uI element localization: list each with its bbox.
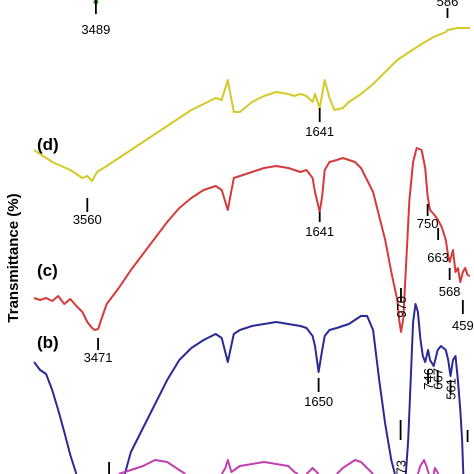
y-axis-label: Transmittance (%) bbox=[5, 193, 22, 322]
spectrum-b-cont bbox=[123, 315, 396, 474]
peak-label: 667 bbox=[431, 368, 446, 390]
peak-label: 459 bbox=[452, 318, 474, 333]
spectrum-b-cont-2 bbox=[404, 303, 465, 474]
curve-label: (b) bbox=[37, 333, 59, 352]
peak-label: 561 bbox=[444, 378, 459, 400]
peak-label: 586 bbox=[437, 0, 459, 9]
peak-label: 3471 bbox=[84, 350, 113, 365]
spectrum-d bbox=[33, 27, 470, 182]
spectrum-a bbox=[118, 459, 186, 474]
peak-label: 970 bbox=[394, 296, 409, 318]
spectrum-a-cont-4 bbox=[416, 459, 430, 474]
peak-label: 750 bbox=[417, 216, 439, 231]
spectra-curves bbox=[33, 0, 471, 474]
peak-label: 746 bbox=[421, 368, 436, 390]
peak-label: 3489 bbox=[81, 22, 110, 37]
peak-label: 663 bbox=[427, 250, 449, 265]
spectrum-b bbox=[33, 361, 78, 474]
peak-label: 3560 bbox=[73, 212, 102, 227]
curve-label: (d) bbox=[37, 135, 59, 154]
curve-labels: (d) (c) (b) bbox=[37, 135, 59, 352]
peak-label: 1650 bbox=[304, 394, 333, 409]
curve-label: (c) bbox=[37, 261, 58, 280]
peak-annotations: 3489 586 1641 3560 1641 750 663 568 970 459 3471 97… bbox=[73, 0, 474, 474]
peak-label: 1641 bbox=[305, 124, 334, 139]
spectrum-a-cont bbox=[220, 459, 299, 474]
spectrum-a-cont-2 bbox=[305, 467, 320, 474]
peak-label: 973 bbox=[394, 460, 409, 474]
spectrum-a-cont-5 bbox=[432, 467, 440, 474]
peak-label: 1641 bbox=[305, 224, 334, 239]
spectrum-a-cont-3 bbox=[336, 459, 374, 474]
peak-label: 568 bbox=[439, 284, 461, 299]
